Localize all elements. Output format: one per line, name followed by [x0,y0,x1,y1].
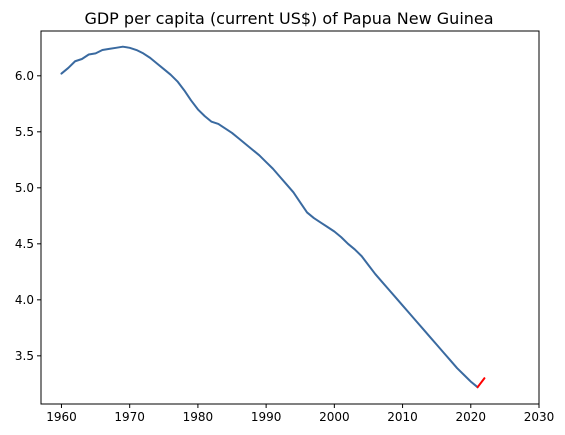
series-line-forecast [476,377,486,389]
x-tick-label: 2010 [387,410,418,424]
series-line-main [60,45,479,389]
x-tick-label: 2030 [524,410,555,424]
x-tick-label: 1980 [183,410,214,424]
series-layer [60,45,486,389]
y-tick-label: 4.5 [15,237,34,251]
plot-frame [40,30,540,405]
x-tick-label: 2000 [319,410,350,424]
x-tick-label: 2020 [456,410,487,424]
x-tick-label: 1960 [46,410,77,424]
y-tick-label: 5.5 [15,125,34,139]
y-tick-label: 4.0 [15,293,34,307]
y-tick-label: 3.5 [15,349,34,363]
y-tick-label: 6.0 [15,69,34,83]
axis-layer: 1960 1970 1980 1990 2000 2010 2020 2030 3.5 4.0 4.… [15,30,555,424]
y-tick-label: 5.0 [15,181,34,195]
x-tick-label: 1970 [114,410,145,424]
x-tick-label: 1990 [251,410,282,424]
chart-title: GDP per capita (current US$) of Papua Ne… [84,9,493,28]
